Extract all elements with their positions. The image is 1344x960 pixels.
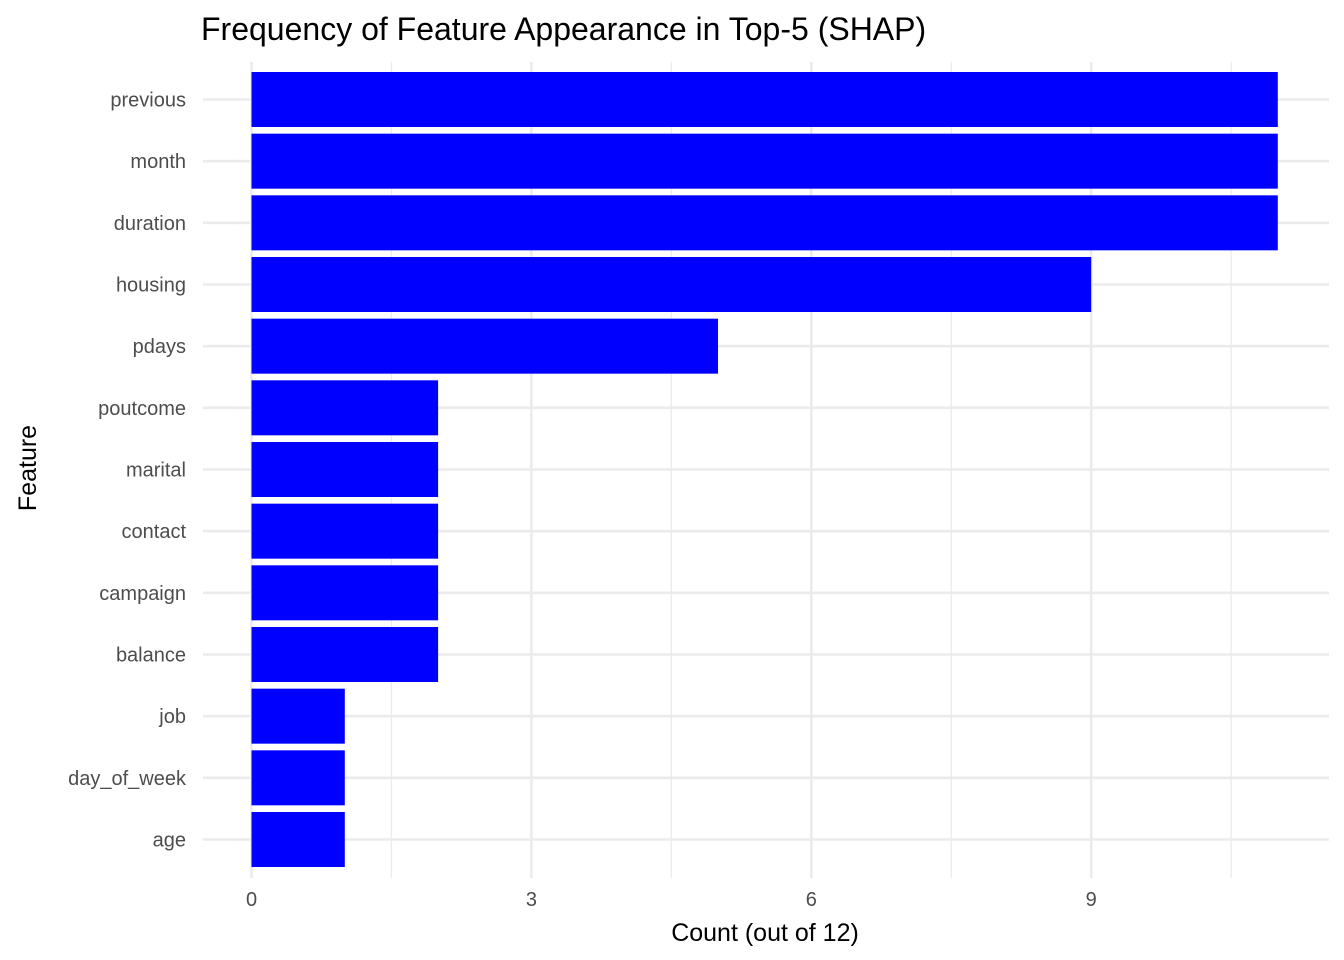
y-tick-label-housing: housing xyxy=(116,275,186,297)
bar-campaign xyxy=(251,565,439,621)
x-tick-label: 0 xyxy=(246,889,257,911)
y-tick-label-day_of_week: day_of_week xyxy=(68,768,187,790)
bar-month xyxy=(251,133,1278,189)
x-tick-label: 3 xyxy=(526,889,537,911)
y-tick-label-month: month xyxy=(130,151,186,173)
y-tick-label-marital: marital xyxy=(126,460,186,482)
y-tick-label-balance: balance xyxy=(116,645,186,667)
bar-contact xyxy=(251,503,439,559)
x-tick-label: 9 xyxy=(1086,889,1097,911)
y-tick-label-age: age xyxy=(153,830,186,852)
y-axis-tick-labels: previous month duration housing pdays poutcom… xyxy=(68,90,187,852)
bar-previous xyxy=(251,72,1278,127)
chart-title: Frequency of Feature Appearance in Top-5… xyxy=(201,11,926,47)
bar-marital xyxy=(251,442,439,497)
y-tick-label-previous: previous xyxy=(110,90,186,112)
y-axis-title: Feature xyxy=(14,425,42,511)
bar-pdays xyxy=(251,318,718,374)
x-axis-title: Count (out of 12) xyxy=(671,919,859,947)
y-tick-label-job: job xyxy=(158,706,186,728)
y-tick-label-duration: duration xyxy=(114,213,186,235)
bar-duration xyxy=(251,195,1278,251)
x-tick-label: 6 xyxy=(806,889,817,911)
bar-poutcome xyxy=(251,380,439,436)
y-tick-label-poutcome: poutcome xyxy=(98,398,186,420)
y-tick-label-pdays: pdays xyxy=(133,336,186,358)
y-tick-label-campaign: campaign xyxy=(99,583,186,605)
bar-balance xyxy=(251,627,439,682)
bar-day_of_week xyxy=(251,750,345,806)
y-tick-label-contact: contact xyxy=(122,521,187,543)
bar-age xyxy=(251,812,345,867)
bar-job xyxy=(251,688,345,744)
bar-series xyxy=(251,72,1278,867)
x-axis-tick-labels: 0 3 6 9 xyxy=(246,889,1097,911)
bar-housing xyxy=(251,257,1092,312)
